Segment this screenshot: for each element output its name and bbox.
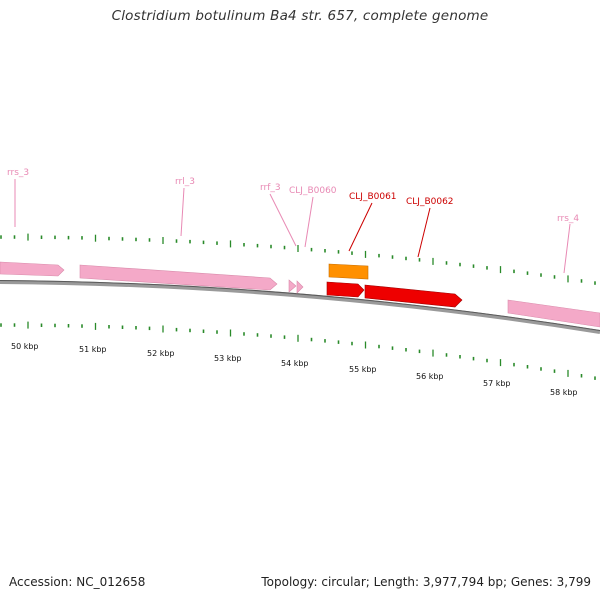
leader-line-rrl-3 — [180, 187, 185, 237]
rna-feature-rrl-3[interactable] — [79, 264, 278, 291]
gene-feature-clj-b0061[interactable] — [328, 263, 369, 280]
scale-label-53kbp: 53 kbp — [214, 354, 242, 363]
scale-label-57kbp: 57 kbp — [483, 379, 511, 388]
leader-line-clj-b0061 — [348, 202, 373, 252]
leader-line-rrs-4 — [563, 223, 571, 274]
feature-label-rrl-3: rrl_3 — [175, 177, 195, 187]
feature-label-clj-b0061: CLJ_B0061 — [349, 192, 397, 202]
scale-label-58kbp: 58 kbp — [550, 388, 578, 397]
feature-label-clj-b0060: CLJ_B0060 — [289, 186, 337, 196]
scale-label-56kbp: 56 kbp — [416, 372, 444, 381]
leader-line-clj-b0062 — [417, 207, 431, 258]
map-title: Clostridium botulinum Ba4 str. 657, comp… — [111, 8, 489, 24]
scale-label-52kbp: 52 kbp — [147, 349, 175, 358]
scale-label-54kbp: 54 kbp — [281, 359, 309, 368]
genome-backbone-highlight — [0, 280, 600, 331]
rna-feature-rrs-3[interactable] — [0, 261, 65, 277]
rna-feature-clj-b0060[interactable] — [296, 280, 304, 294]
genome-backbone — [0, 280, 600, 334]
inner-tick-row — [0, 321, 596, 380]
leader-line-clj-b0060 — [304, 196, 314, 248]
accession-text: Accession: NC_012658 — [9, 575, 146, 589]
cds-feature-clj-b0062[interactable] — [364, 284, 463, 308]
rna-feature-rrf-3[interactable] — [288, 279, 297, 293]
rna-feature-rrs-4[interactable] — [507, 299, 600, 328]
outer-tick-row — [0, 233, 596, 285]
feature-label-rrf-3: rrf_3 — [260, 183, 281, 193]
cds-feature-clj-b0061[interactable] — [326, 281, 365, 298]
feature-label-clj-b0062: CLJ_B0062 — [406, 197, 454, 207]
scale-label-55kbp: 55 kbp — [349, 365, 377, 374]
leader-line-rrf-3 — [269, 193, 297, 247]
topology-text: Topology: circular; Length: 3,977,794 bp… — [261, 575, 591, 589]
scale-label-51kbp: 51 kbp — [79, 345, 107, 354]
scale-label-50kbp: 50 kbp — [11, 342, 39, 351]
feature-label-rrs-3: rrs_3 — [7, 168, 29, 178]
feature-label-rrs-4: rrs_4 — [557, 214, 579, 224]
